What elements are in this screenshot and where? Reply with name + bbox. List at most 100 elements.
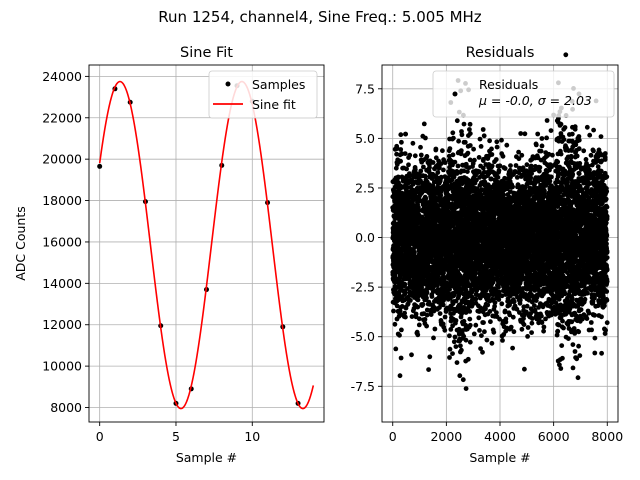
residual-point (500, 153, 506, 159)
residuals-plot: Residuals 0 2000 4000 6000 8000 -7.5-5.0-2.5… (351, 45, 624, 465)
residual-point (396, 174, 401, 180)
residual-point (415, 304, 421, 310)
residual-point (489, 152, 495, 157)
residual-point (421, 121, 427, 127)
residual-point (412, 167, 418, 173)
residual-point (467, 157, 473, 163)
residual-point (429, 294, 435, 299)
residual-point (467, 131, 473, 137)
residual-point (403, 314, 408, 320)
y-tick-label: 20000 (42, 152, 82, 167)
residual-point (402, 310, 407, 316)
residual-point (489, 146, 494, 152)
residual-point (459, 132, 465, 138)
residual-point (440, 148, 445, 154)
residual-point (424, 295, 429, 301)
residuals-points (390, 52, 610, 391)
residual-point (504, 142, 510, 148)
residual-point (422, 173, 428, 179)
residual-point (442, 314, 448, 320)
residual-point (448, 327, 454, 332)
residual-point (471, 146, 476, 152)
residual-point (460, 377, 466, 383)
residual-point (405, 301, 411, 307)
residual-point (438, 193, 444, 198)
y-tick-label: 18000 (42, 193, 82, 208)
residual-point (476, 155, 482, 160)
residual-point (418, 168, 424, 174)
sine-fit-grid (89, 65, 324, 422)
residual-point (407, 152, 413, 158)
residual-point (502, 166, 508, 171)
residual-point (458, 148, 464, 154)
residual-point (404, 166, 409, 172)
residual-point (521, 322, 527, 327)
residual-point (493, 157, 499, 162)
residual-point (454, 360, 460, 365)
residual-point (435, 170, 441, 175)
x-tick-label: 10 (244, 429, 260, 444)
residual-point (447, 346, 453, 352)
residual-point (487, 138, 492, 144)
residual-point (474, 177, 479, 183)
residual-point (398, 147, 404, 152)
residual-point (495, 175, 501, 180)
residual-point (398, 158, 403, 164)
residual-point (467, 322, 473, 328)
residual-point (427, 354, 433, 360)
x-tick-label: 5 (172, 429, 180, 444)
residual-point (416, 322, 422, 328)
residual-point (415, 332, 421, 338)
residual-point (492, 300, 498, 305)
residual-point (465, 356, 471, 362)
residual-point (402, 281, 408, 287)
sine-fit-xlabel: Sample # (176, 450, 237, 465)
residual-point (451, 339, 457, 345)
residual-point (408, 298, 413, 303)
residual-point (463, 337, 469, 343)
residual-point (437, 164, 442, 170)
residual-point (424, 290, 430, 295)
residual-point (416, 316, 422, 322)
residual-point (409, 352, 414, 358)
residual-point (451, 135, 456, 141)
residual-point (499, 137, 504, 143)
figure-suptitle: Run 1254, channel4, Sine Freq.: 5.005 MH… (158, 8, 482, 26)
residual-point (418, 144, 423, 150)
residual-point (481, 133, 487, 139)
residual-point (453, 318, 459, 323)
y-tick-label: 14000 (42, 276, 82, 291)
residual-point (447, 333, 452, 339)
residual-point (489, 340, 495, 346)
residual-point (398, 132, 404, 138)
residual-point (514, 175, 520, 180)
residual-point (518, 131, 524, 136)
y-tick-label: 12000 (42, 317, 82, 332)
residual-point (499, 301, 505, 307)
legend-samples-marker (225, 81, 231, 87)
residual-point (522, 366, 527, 372)
residual-point (463, 287, 469, 293)
residual-point (403, 305, 409, 311)
legend-sine-fit-label: Sine fit (252, 97, 296, 112)
residual-point (463, 386, 469, 391)
residual-point (457, 373, 463, 379)
residual-point (501, 192, 506, 198)
residual-point (482, 329, 487, 335)
residual-point (430, 160, 436, 165)
residual-point (450, 351, 455, 356)
residual-point (473, 296, 479, 302)
residual-point (447, 355, 452, 360)
sine-fit-yticks: 8000100001200014000160001800020000220002… (42, 69, 89, 415)
residuals-title: Residuals (466, 45, 535, 61)
residual-point (494, 144, 500, 150)
residual-point (406, 162, 411, 168)
residual-point (392, 321, 398, 327)
residual-point (420, 302, 426, 307)
y-tick-label: 24000 (42, 69, 82, 84)
residual-point (412, 153, 418, 159)
residual-point (519, 152, 525, 158)
sine-fit-frame (88, 64, 325, 423)
residual-point (491, 329, 497, 335)
